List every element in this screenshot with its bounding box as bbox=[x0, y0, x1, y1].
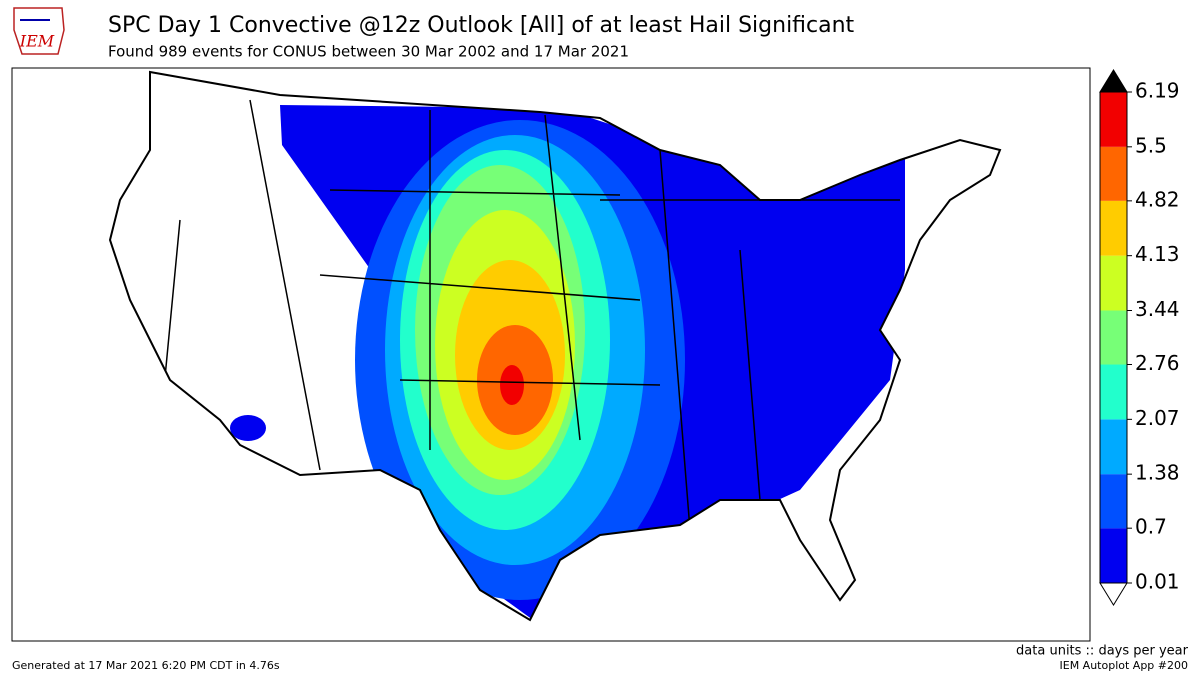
colorbar-over bbox=[1099, 69, 1128, 93]
colorbar: 0.01 0.7 1.38 2.07 2.76 3.44 4.13 4.82 5.5 6.19 bbox=[1099, 69, 1180, 606]
colorbar-tick-label: 2.76 bbox=[1135, 351, 1180, 375]
colorbar-tick-label: 2.07 bbox=[1135, 406, 1180, 430]
generated-note: Generated at 17 Mar 2021 6:20 PM CDT in … bbox=[12, 659, 280, 672]
logo-text: IEM bbox=[19, 32, 55, 51]
colorbar-tick-label: 5.5 bbox=[1135, 133, 1167, 157]
colorbar-border bbox=[1099, 91, 1128, 584]
logo: IEM bbox=[13, 7, 65, 55]
colorbar-segment bbox=[1100, 146, 1127, 201]
field bbox=[280, 105, 905, 620]
colorbar-tick-label: 1.38 bbox=[1135, 461, 1180, 485]
map bbox=[110, 72, 1000, 620]
colorbar-segment bbox=[1100, 474, 1127, 529]
app-note: IEM Autoplot App #200 bbox=[1060, 659, 1189, 672]
colorbar-segment bbox=[1100, 310, 1127, 365]
colorbar-tick-label: 4.82 bbox=[1135, 187, 1180, 211]
colorbar-segment bbox=[1100, 92, 1127, 147]
colorbar-segment bbox=[1100, 364, 1127, 420]
colorbar-tick-label: 0.01 bbox=[1135, 570, 1180, 594]
us-outline bbox=[108, 70, 1002, 622]
colorbar-under bbox=[1099, 582, 1128, 606]
colorbar-segment bbox=[1100, 200, 1127, 256]
subtitle: Found 989 events for CONUS between 30 Ma… bbox=[108, 43, 629, 61]
colorbar-tick-label: 6.19 bbox=[1135, 79, 1180, 103]
colorbar-tick-label: 0.7 bbox=[1135, 515, 1167, 539]
colorbar-tick-label: 3.44 bbox=[1135, 297, 1180, 321]
colorbar-segment bbox=[1100, 528, 1127, 583]
units-note: data units :: days per year bbox=[1016, 644, 1189, 659]
colorbar-tick-label: 4.13 bbox=[1135, 242, 1180, 266]
colorbar-segment bbox=[1100, 255, 1127, 311]
title: SPC Day 1 Convective @12z Outlook [All] … bbox=[108, 13, 855, 38]
field-patch bbox=[230, 415, 266, 441]
colorbar-segment bbox=[1100, 419, 1127, 475]
